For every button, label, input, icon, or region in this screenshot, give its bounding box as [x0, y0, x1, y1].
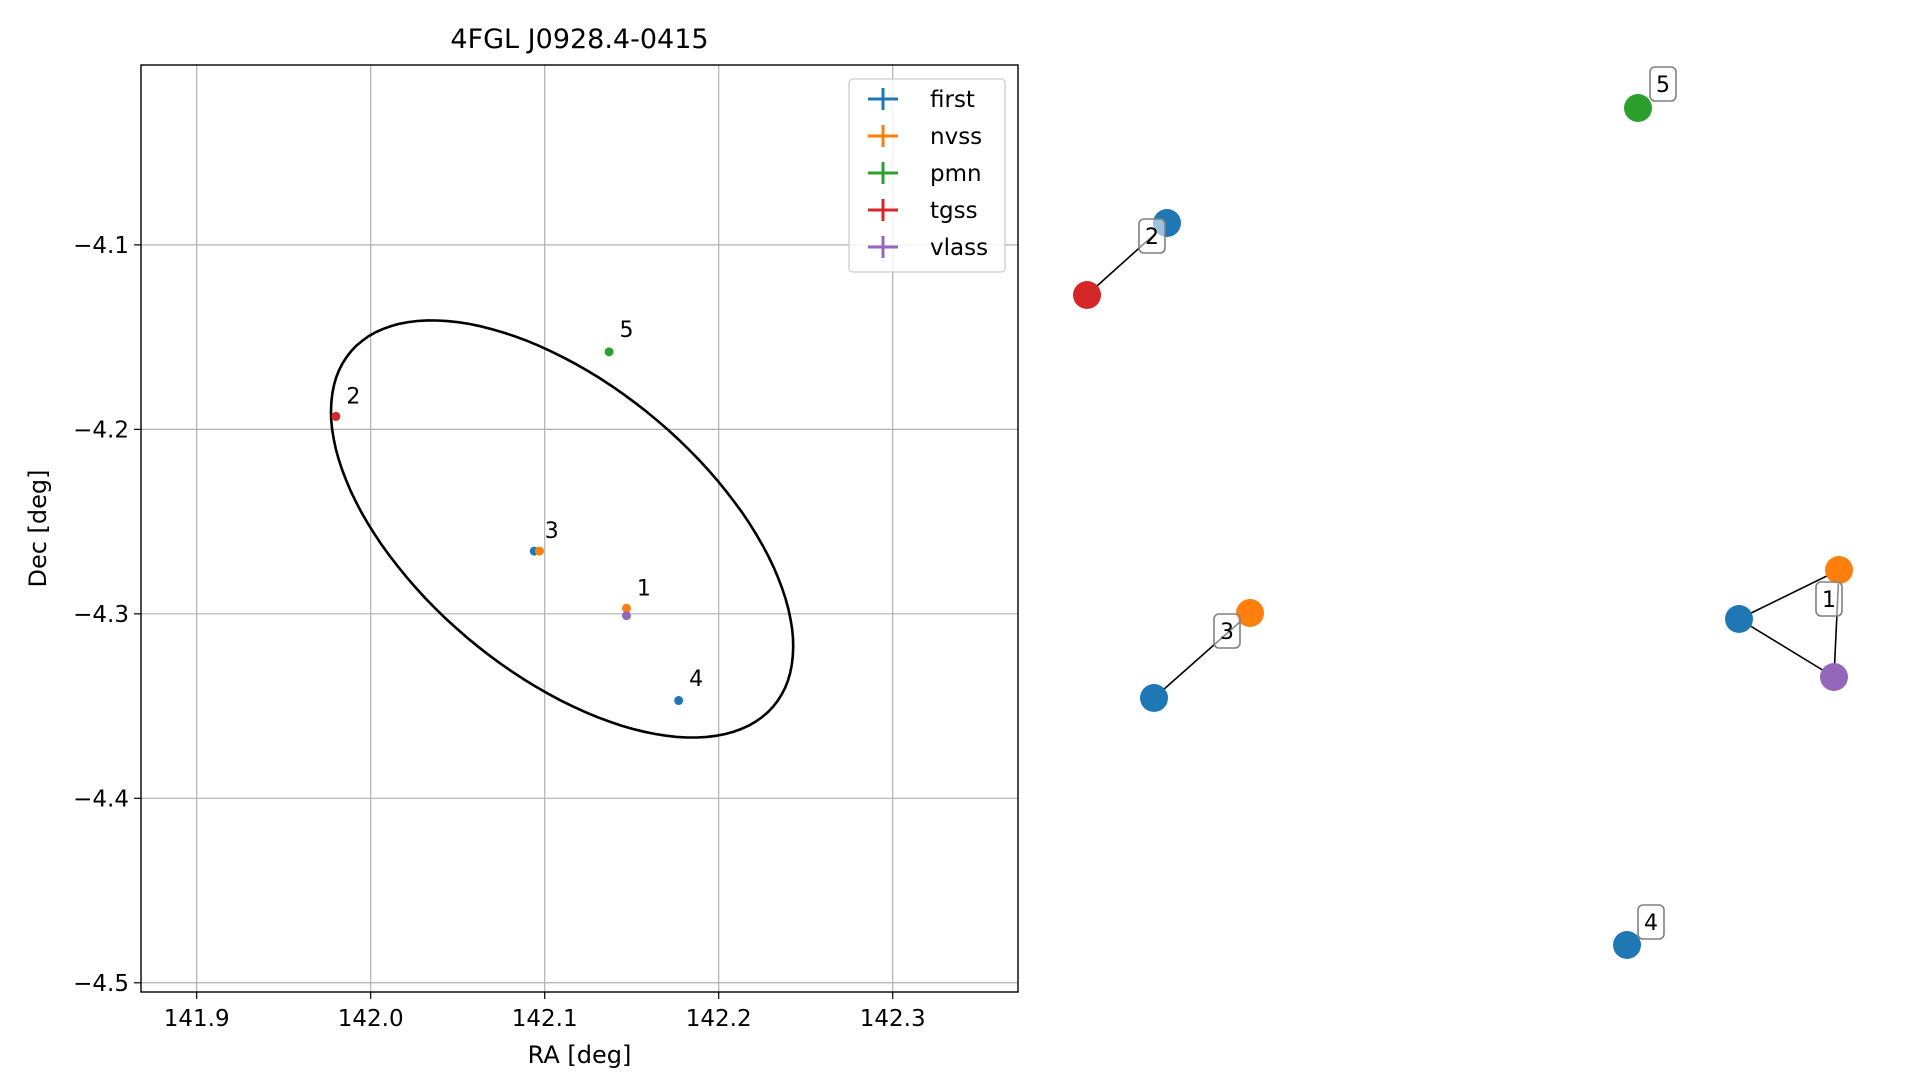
node-label-text: 4	[1644, 911, 1658, 936]
graph-node-first	[1140, 684, 1168, 712]
graph-node-tgss	[1073, 281, 1101, 309]
y-tick-label: −4.2	[73, 417, 129, 443]
axes-frame	[140, 64, 1019, 993]
legend-box	[848, 78, 1006, 273]
legend: first nvss pmn tgss vlass	[848, 78, 1006, 273]
legend-label: pmn	[930, 161, 982, 187]
legend-label: first	[930, 87, 975, 113]
legend-label: vlass	[930, 235, 988, 261]
graph-node-nvss	[1825, 556, 1853, 584]
graph-edge	[1738, 618, 1835, 678]
legend-entry-tgss: tgss	[868, 198, 978, 224]
x-tick-label: 142.3	[860, 1006, 926, 1032]
graph-node-pmn	[1624, 94, 1652, 122]
x-tick-label: 141.9	[164, 1006, 230, 1032]
node-label-box	[1213, 613, 1241, 649]
axis-ticks: 141.9 142.0 142.1 142.2 142.3 −4.1 −4.2 −4.3 −4.…	[73, 233, 926, 1032]
point-label: 5	[620, 318, 634, 343]
node-label: 5	[1649, 66, 1677, 102]
graph-edge	[1738, 569, 1840, 620]
graph-node-first	[1613, 931, 1641, 959]
y-tick-label: −4.4	[73, 786, 129, 812]
node-label: 1	[1815, 581, 1843, 617]
data-point-first	[674, 696, 684, 706]
node-label-text: 5	[1656, 73, 1670, 98]
node-label: 4	[1637, 904, 1665, 940]
sky-plot: 1 2 3 4 5 141.9 142.0 142.1 142.2 142.3 −4.1 −4.2 −…	[24, 24, 1019, 1069]
x-tick-label: 142.2	[686, 1006, 752, 1032]
data-point-tgss	[331, 411, 341, 421]
point-labels: 1 2 3 4 5	[346, 318, 703, 692]
legend-entry-first: first	[868, 87, 975, 113]
association-graph: 5 2 3 1 4	[1073, 66, 1853, 959]
graph-node-first	[1725, 605, 1753, 633]
x-tick-label: 142.0	[338, 1006, 404, 1032]
node-label-box	[1637, 904, 1665, 940]
legend-entry-vlass: vlass	[868, 235, 988, 261]
x-tick-label: 142.1	[512, 1006, 578, 1032]
point-label: 4	[689, 667, 703, 692]
y-tick-label: −4.1	[73, 233, 129, 259]
node-label-box	[1815, 581, 1843, 617]
node-label: 3	[1213, 613, 1241, 649]
source-points	[331, 347, 684, 706]
node-label-box	[1649, 66, 1677, 102]
data-point-nvss	[534, 546, 544, 556]
y-tick-label: −4.5	[73, 971, 129, 997]
graph-nodes	[1073, 94, 1853, 959]
error-ellipse-layer	[329, 319, 795, 739]
data-point-pmn	[604, 347, 614, 357]
node-label-text: 3	[1220, 620, 1234, 645]
node-label-box	[1138, 218, 1166, 254]
error-ellipse	[329, 319, 795, 739]
legend-entry-pmn: pmn	[868, 161, 982, 187]
legend-entry-nvss: nvss	[868, 124, 982, 150]
graph-node-vlass	[1820, 663, 1848, 691]
y-axis-label: Dec [deg]	[24, 469, 52, 587]
data-point-nvss	[621, 603, 631, 613]
node-label: 2	[1138, 218, 1166, 254]
x-axis-label: RA [deg]	[528, 1041, 632, 1069]
legend-label: nvss	[930, 124, 982, 150]
chart-title: 4FGL J0928.4-0415	[450, 24, 708, 55]
y-tick-label: −4.3	[73, 602, 129, 628]
graph-node-labels: 5 2 3 1 4	[1138, 66, 1843, 940]
legend-label: tgss	[930, 198, 978, 224]
point-label: 2	[346, 385, 360, 410]
node-label-text: 2	[1145, 225, 1159, 250]
data-point-vlass	[621, 611, 631, 621]
node-label-text: 1	[1822, 588, 1836, 613]
point-label: 1	[637, 576, 651, 601]
graph-node-nvss	[1236, 599, 1264, 627]
point-label: 3	[545, 519, 559, 544]
